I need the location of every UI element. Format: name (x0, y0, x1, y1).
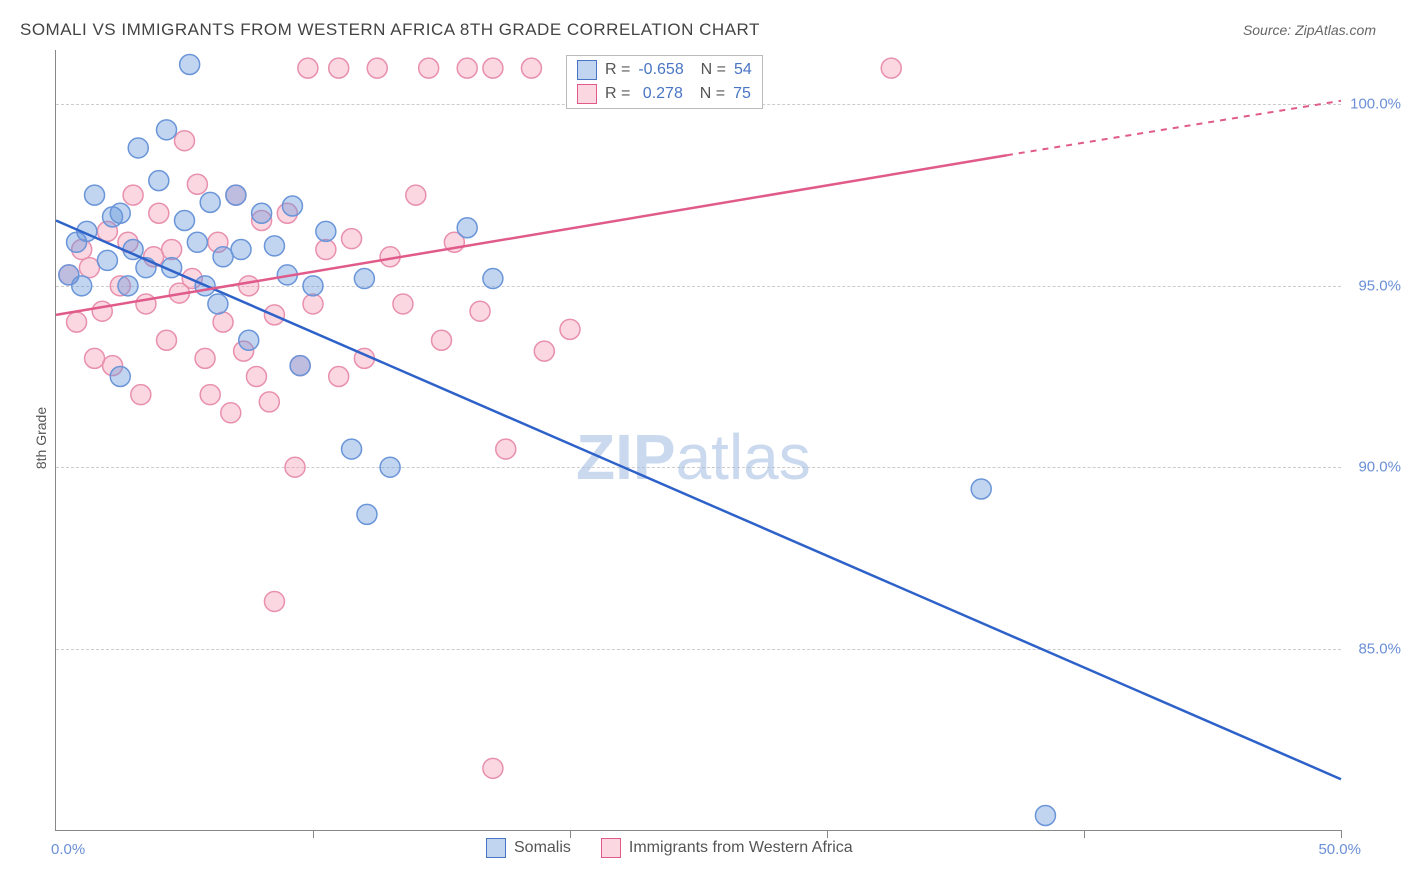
plot-area: ZIPatlas R = -0.658 N = 54 R = 0.278 N =… (55, 50, 1341, 831)
legend-label: Immigrants from Western Africa (629, 839, 853, 857)
chart-title: SOMALI VS IMMIGRANTS FROM WESTERN AFRICA… (20, 20, 760, 40)
y-axis-label: 8th Grade (33, 407, 49, 469)
square-icon (601, 838, 621, 858)
source-label: Source: ZipAtlas.com (1243, 22, 1376, 38)
r-label: R = (605, 61, 630, 79)
square-icon (577, 84, 597, 104)
n-label: N = (692, 61, 726, 79)
legend-item-western-africa: Immigrants from Western Africa (601, 838, 853, 858)
n-value-pink: 75 (733, 85, 751, 103)
legend-correlation: R = -0.658 N = 54 R = 0.278 N = 75 (566, 55, 763, 109)
plot-svg (56, 50, 1341, 830)
legend-label: Somalis (514, 839, 571, 857)
x-tick-label-left: 0.0% (51, 841, 85, 858)
legend-bottom: Somalis Immigrants from Western Africa (486, 838, 853, 858)
x-tick-label-right: 50.0% (1318, 841, 1361, 858)
legend-row-pink: R = 0.278 N = 75 (577, 82, 752, 106)
r-value-blue: -0.658 (638, 61, 683, 79)
legend-item-somalis: Somalis (486, 838, 571, 858)
square-icon (486, 838, 506, 858)
r-value-pink: 0.278 (638, 85, 683, 103)
legend-row-blue: R = -0.658 N = 54 (577, 58, 752, 82)
n-label: N = (691, 85, 725, 103)
r-label: R = (605, 85, 630, 103)
square-icon (577, 60, 597, 80)
n-value-blue: 54 (734, 61, 752, 79)
